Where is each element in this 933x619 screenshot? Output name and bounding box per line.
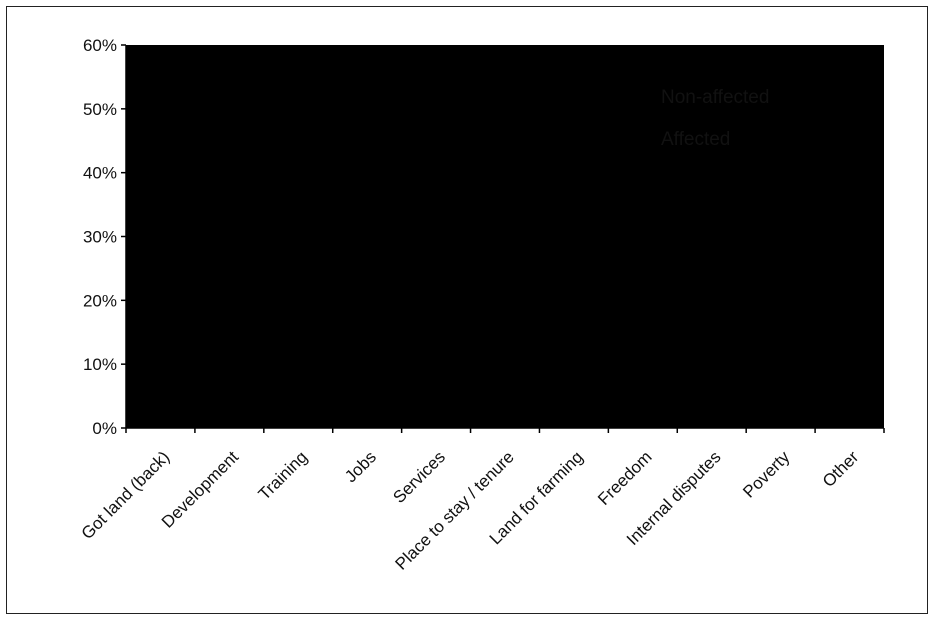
x-tick-label: Freedom [594, 447, 656, 509]
y-tick-label: 30% [83, 228, 117, 247]
legend-label-affected: Affected [661, 129, 730, 150]
legend-label-non-affected: Non-affected [661, 87, 769, 108]
y-tick-label: 60% [83, 36, 117, 55]
x-tick-label: Place to stay / tenure [391, 447, 517, 573]
x-tick-label: Poverty [739, 447, 794, 502]
plot-area [126, 45, 884, 428]
legend-swatch-affected [644, 130, 659, 145]
x-tick-label: Other [819, 447, 863, 491]
x-axis: Got land (back)Development Training Jobs Se… [78, 427, 885, 574]
y-tick-label: 10% [83, 355, 117, 374]
y-tick-label: 50% [83, 100, 117, 119]
legend-swatch-non-affected [644, 88, 659, 103]
x-tick-label: Got land (back) [78, 447, 174, 543]
legend: Non-affected Affected [644, 87, 769, 150]
y-axis: 0% 10% 20% 30% 40% 50% 60% [83, 36, 127, 438]
y-tick-label: 20% [83, 291, 117, 310]
x-tick-label: Jobs [341, 447, 380, 486]
x-tick-label: Services [389, 447, 449, 507]
y-tick-label: 0% [92, 419, 117, 438]
y-tick-label: 40% [83, 164, 117, 183]
x-tick-label: Training [255, 447, 311, 503]
